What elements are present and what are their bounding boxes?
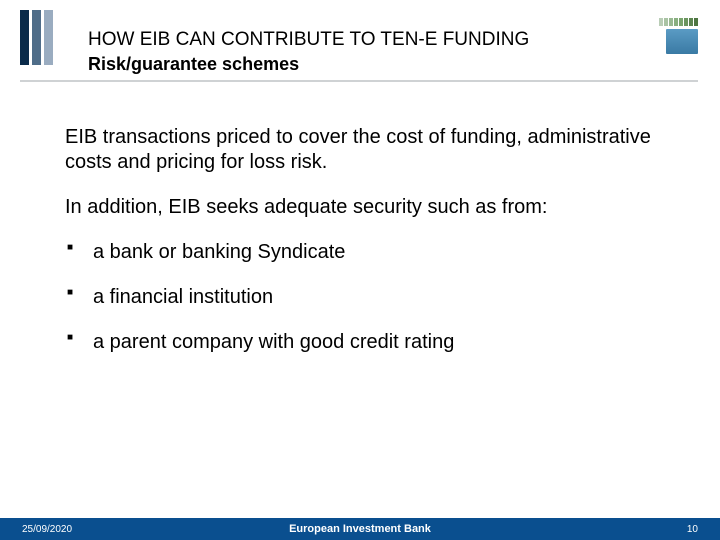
- slide-subtitle: Risk/guarantee schemes: [88, 54, 640, 75]
- logo-bar: [32, 10, 41, 65]
- bullet-list: a bank or banking Syndicate a financial …: [65, 240, 665, 355]
- anniversary-logo-bars: [653, 18, 698, 26]
- anniversary-logo-box: [666, 29, 698, 54]
- footer-org: European Investment Bank: [289, 523, 431, 535]
- paragraph: In addition, EIB seeks adequate security…: [65, 195, 665, 220]
- title-underline: [20, 80, 698, 82]
- logo-bar: [20, 10, 29, 65]
- slide-title-block: HOW EIB CAN CONTRIBUTE TO TEN-E FUNDING …: [88, 28, 640, 75]
- slide-title: HOW EIB CAN CONTRIBUTE TO TEN-E FUNDING: [88, 28, 640, 52]
- eib-logo-left: [20, 10, 53, 65]
- logo-bar: [44, 10, 53, 65]
- footer-date: 25/09/2020: [22, 524, 72, 535]
- footer-bar: 25/09/2020 European Investment Bank 10: [0, 518, 720, 540]
- list-item: a bank or banking Syndicate: [65, 240, 665, 265]
- paragraph: EIB transactions priced to cover the cos…: [65, 125, 665, 175]
- list-item: a financial institution: [65, 285, 665, 310]
- list-item: a parent company with good credit rating: [65, 330, 665, 355]
- anniversary-logo: [653, 18, 698, 56]
- slide-content: EIB transactions priced to cover the cos…: [65, 125, 665, 375]
- footer-page-number: 10: [687, 524, 698, 535]
